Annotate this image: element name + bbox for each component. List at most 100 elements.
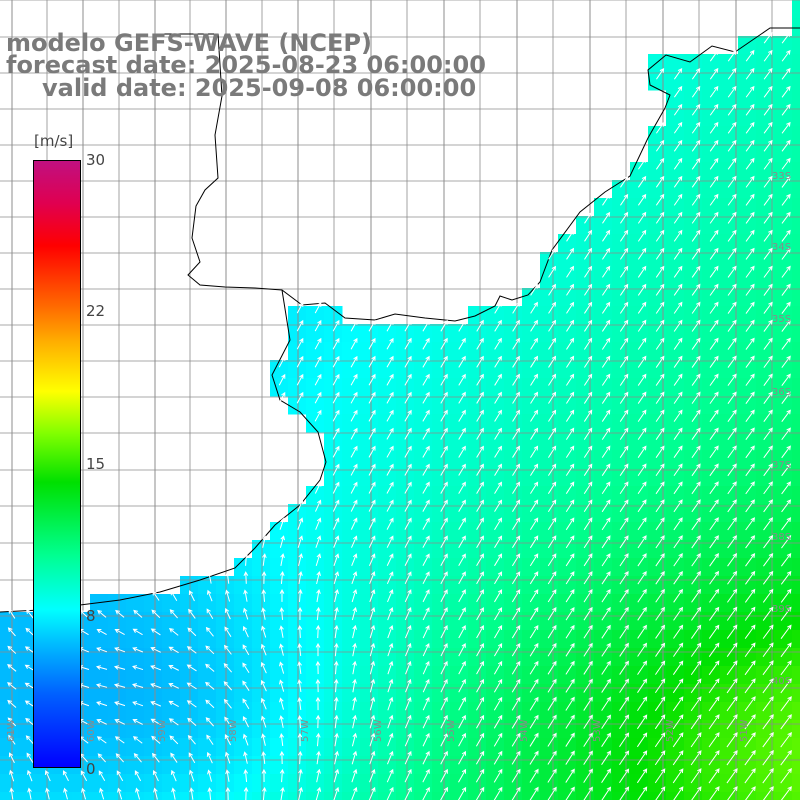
wind-arrow xyxy=(655,139,665,152)
wind-arrow xyxy=(637,463,647,477)
wind-speed-cell xyxy=(360,756,379,775)
wind-arrow xyxy=(583,786,593,800)
wind-arrow xyxy=(404,786,412,800)
wind-arrow xyxy=(691,265,701,278)
wind-arrow xyxy=(637,588,647,603)
wind-arrow xyxy=(547,768,557,783)
wind-speed-cell xyxy=(630,396,649,415)
wind-arrow xyxy=(332,445,340,458)
lon-label: 60W xyxy=(86,719,97,742)
wind-speed-cell xyxy=(522,486,541,505)
wind-arrow xyxy=(673,121,683,134)
wind-speed-cell xyxy=(648,648,667,667)
wind-arrow xyxy=(205,663,215,672)
wind-speed-cell xyxy=(162,720,181,739)
wind-arrow xyxy=(494,373,502,386)
wind-arrow xyxy=(726,642,738,657)
wind-arrow xyxy=(260,643,267,656)
wind-speed-cell xyxy=(738,756,757,775)
wind-speed-cell xyxy=(738,558,757,577)
wind-arrow xyxy=(602,247,611,260)
wind-speed-cell xyxy=(720,648,739,667)
wind-speed-cell xyxy=(288,756,307,775)
wind-arrow xyxy=(602,229,611,242)
wind-speed-cell xyxy=(468,522,487,541)
wind-speed-cell xyxy=(504,702,523,721)
wind-arrow xyxy=(781,427,791,441)
wind-speed-cell xyxy=(630,792,649,800)
wind-speed-cell xyxy=(324,432,343,451)
wind-speed-cell xyxy=(594,396,613,415)
wind-speed-cell xyxy=(378,360,397,379)
wind-speed-cell xyxy=(468,396,487,415)
wind-arrow xyxy=(187,627,197,637)
wind-speed-cell xyxy=(648,558,667,577)
wind-arrow xyxy=(763,409,773,422)
wind-speed-cell xyxy=(540,684,559,703)
wind-arrow xyxy=(547,571,557,585)
wind-speed-cell xyxy=(468,504,487,523)
wind-speed-cell xyxy=(414,540,433,559)
wind-arrow xyxy=(529,624,539,639)
wind-arrow xyxy=(7,664,17,672)
wind-speed-cell xyxy=(288,324,307,343)
wind-arrow xyxy=(654,714,666,730)
wind-arrow xyxy=(709,103,719,116)
wind-speed-cell xyxy=(720,72,739,91)
wind-arrow xyxy=(781,463,791,477)
wind-speed-cell xyxy=(468,792,487,800)
wind-arrow xyxy=(96,719,107,725)
wind-arrow xyxy=(584,247,593,260)
wind-speed-cell xyxy=(702,396,721,415)
wind-arrow xyxy=(369,571,376,585)
wind-arrow xyxy=(512,517,521,530)
wind-speed-cell xyxy=(504,306,523,325)
wind-arrow xyxy=(637,283,647,296)
wind-speed-cell xyxy=(108,774,127,793)
wind-speed-cell xyxy=(684,684,703,703)
wind-speed-cell xyxy=(720,396,739,415)
wind-speed-cell xyxy=(324,738,343,757)
wind-arrow xyxy=(512,535,521,549)
wind-arrow xyxy=(601,391,611,404)
wind-arrow xyxy=(333,660,339,675)
wind-arrow xyxy=(243,571,249,584)
wind-arrow xyxy=(334,732,339,747)
wind-arrow xyxy=(422,337,430,350)
wind-speed-cell xyxy=(666,540,685,559)
wind-arrow xyxy=(476,481,484,494)
wind-arrow xyxy=(387,732,394,747)
wind-arrow xyxy=(763,193,773,206)
wind-speed-cell xyxy=(252,594,271,613)
wind-arrow xyxy=(584,283,593,296)
wind-speed-cell xyxy=(648,684,667,703)
wind-speed-cell xyxy=(720,558,739,577)
wind-speed-cell xyxy=(756,324,775,343)
wind-speed-cell xyxy=(360,504,379,523)
wind-arrow xyxy=(780,570,792,585)
wind-arrow xyxy=(168,718,179,726)
wind-speed-cell xyxy=(540,396,559,415)
wind-speed-cell xyxy=(360,576,379,595)
wind-arrow xyxy=(673,427,683,440)
wind-arrow xyxy=(242,698,250,710)
wind-arrow xyxy=(637,211,647,224)
wind-arrow xyxy=(637,373,647,386)
wind-arrow xyxy=(368,409,376,422)
wind-speed-cell xyxy=(792,414,800,433)
wind-speed-cell xyxy=(720,612,739,631)
wind-speed-cell xyxy=(342,342,361,361)
wind-arrow xyxy=(565,642,575,657)
wind-arrow xyxy=(601,714,611,729)
wind-arrow xyxy=(476,625,484,639)
wind-speed-cell xyxy=(486,450,505,469)
wind-arrow xyxy=(114,628,125,635)
wind-speed-cell xyxy=(468,558,487,577)
wind-arrow xyxy=(386,571,394,585)
wind-speed-cell xyxy=(414,450,433,469)
wind-arrow xyxy=(781,517,792,531)
wind-speed-cell xyxy=(504,648,523,667)
wind-arrow xyxy=(315,732,321,747)
wind-speed-cell xyxy=(648,198,667,217)
wind-speed-cell xyxy=(558,378,577,397)
